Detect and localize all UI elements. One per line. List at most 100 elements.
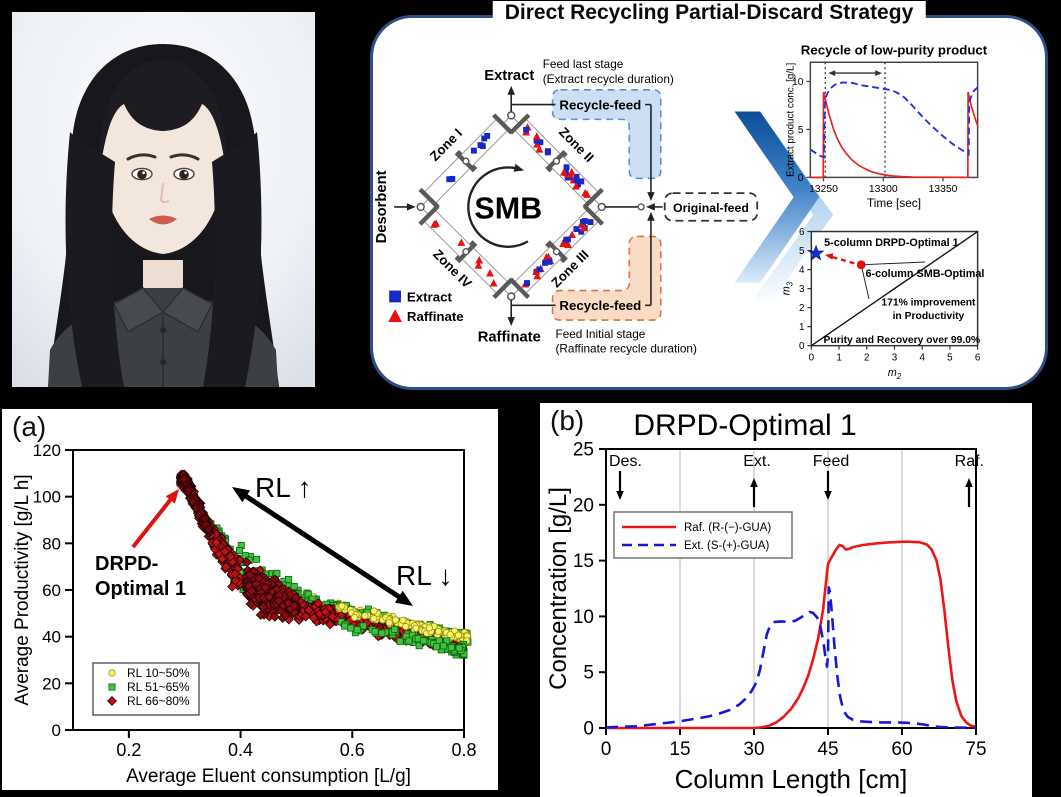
- svg-text:Original-feed: Original-feed: [673, 201, 749, 215]
- svg-text:45: 45: [817, 739, 838, 760]
- author-photo: [12, 12, 315, 387]
- svg-text:5: 5: [799, 246, 805, 257]
- svg-text:1: 1: [836, 352, 841, 363]
- svg-text:RL ↑: RL ↑: [255, 472, 312, 503]
- svg-text:0: 0: [583, 719, 594, 740]
- svg-text:Optimal 1: Optimal 1: [95, 578, 186, 600]
- svg-text:Average Productivity [g/L h]: Average Productivity [g/L h]: [12, 474, 33, 705]
- collar-left: [113, 287, 165, 334]
- hair-front-left: [65, 132, 124, 387]
- panel-a-label: (a): [12, 411, 47, 442]
- svg-text:Feed: Feed: [813, 453, 849, 470]
- svg-text:in Productivity: in Productivity: [893, 311, 965, 322]
- time-plot: Recycle of low-purity product 0 5 10 13250 13…: [786, 42, 988, 210]
- svg-text:0: 0: [798, 173, 804, 184]
- svg-text:Recycle-feed: Recycle-feed: [559, 298, 641, 313]
- svg-text:0: 0: [601, 739, 612, 760]
- button: [160, 359, 166, 365]
- svg-text:Recycle-feed: Recycle-feed: [559, 98, 641, 113]
- svg-text:DRPD-: DRPD-: [95, 553, 158, 575]
- svg-text:0: 0: [799, 341, 805, 352]
- svg-text:RL 66~80%: RL 66~80%: [127, 694, 190, 708]
- svg-text:4: 4: [799, 265, 805, 276]
- svg-text:Raffinate: Raffinate: [407, 309, 464, 324]
- svg-text:5-column DRPD-Optimal 1: 5-column DRPD-Optimal 1: [824, 237, 959, 249]
- svg-text:13350: 13350: [929, 184, 958, 195]
- bangs: [99, 60, 227, 172]
- svg-text:2: 2: [799, 303, 804, 314]
- svg-text:Purity and Recovery over 99.0%: Purity and Recovery over 99.0%: [824, 335, 981, 346]
- svg-text:RL 10~50%: RL 10~50%: [127, 666, 190, 680]
- svg-text:(Raffinate recycle duration): (Raffinate recycle duration): [555, 342, 696, 356]
- svg-text:13250: 13250: [809, 184, 838, 195]
- svg-text:15: 15: [669, 739, 690, 760]
- svg-text:Extract: Extract: [407, 289, 453, 304]
- eyebrow-right: [169, 153, 200, 161]
- panel-a: (a) 0 20 40 60 80 100 120 0.2 0.4 0.6 0.8 Average E…: [2, 409, 498, 790]
- svg-text:75: 75: [965, 739, 986, 760]
- svg-text:4: 4: [919, 352, 925, 363]
- svg-text:0.4: 0.4: [228, 740, 253, 760]
- svg-text:m2: m2: [888, 367, 902, 381]
- eyebrow-left: [126, 153, 157, 161]
- svg-text:Des.: Des.: [609, 453, 642, 470]
- panel-b: (b) DRPD-Optimal 1 0 5 10 15 20 25 0 15 30 45 60 75 C…: [540, 403, 1032, 797]
- svg-text:3: 3: [892, 352, 898, 363]
- svg-text:Ext. (S-(+)-GUA): Ext. (S-(+)-GUA): [684, 540, 769, 552]
- svg-text:Desorbent: Desorbent: [374, 170, 390, 243]
- svg-text:Raf. (R-(−)-GUA): Raf. (R-(−)-GUA): [684, 522, 771, 534]
- strategy-title: Direct Recycling Partial-Discard Strateg…: [492, 1, 926, 25]
- svg-text:120: 120: [33, 441, 61, 460]
- svg-text:60: 60: [891, 739, 912, 760]
- svg-text:100: 100: [33, 488, 61, 507]
- scatter-plot: 0 20 40 60 80 100 120 0.2 0.4 0.6 0.8 Average Eluen…: [12, 441, 477, 787]
- svg-text:30: 30: [743, 739, 764, 760]
- button: [160, 327, 166, 333]
- svg-text:Raffinate: Raffinate: [478, 330, 541, 346]
- collar-right: [161, 287, 213, 334]
- svg-text:SMB: SMB: [474, 192, 542, 226]
- svg-text:Extract: Extract: [484, 68, 534, 84]
- triangle-plot: 0 1 2 3 4 5 6 0 1 2 3 4 5 6 m2 m3 5-column DRPD-Optimal …: [781, 227, 985, 381]
- svg-text:171% improvement: 171% improvement: [881, 297, 976, 308]
- flow-arrow: [734, 111, 833, 299]
- face: [102, 82, 224, 254]
- svg-text:0: 0: [52, 721, 61, 740]
- column-profile-plot: DRPD-Optimal 1 0 5 10 15 20 25 0 15 30 45 60 75 Colum…: [545, 409, 987, 794]
- svg-text:0.8: 0.8: [451, 740, 476, 760]
- svg-text:6: 6: [975, 352, 981, 363]
- svg-text:15: 15: [573, 551, 594, 572]
- svg-text:60: 60: [42, 581, 61, 600]
- svg-text:6-column SMB-Optimal: 6-column SMB-Optimal: [865, 268, 984, 280]
- svg-text:Recycle of low-purity product: Recycle of low-purity product: [801, 42, 988, 57]
- hair-front-right: [203, 132, 262, 387]
- svg-text:m3: m3: [781, 281, 795, 295]
- svg-text:3: 3: [799, 284, 805, 295]
- panel-b-label: (b): [550, 405, 585, 436]
- svg-text:Feed last stage: Feed last stage: [543, 57, 624, 71]
- svg-text:10: 10: [573, 607, 594, 628]
- svg-text:80: 80: [42, 534, 61, 553]
- lips: [149, 215, 177, 225]
- svg-text:Ext.: Ext.: [743, 453, 771, 470]
- svg-text:20: 20: [573, 495, 594, 516]
- svg-text:Average Eluent consumption [L/: Average Eluent consumption [L/g]: [126, 766, 411, 787]
- svg-text:Feed Initial stage: Feed Initial stage: [555, 327, 645, 341]
- productivity-scatter-plot: 0 20 40 60 80 100 120 0.2 0.4 0.6 0.8 Average Eluen…: [12, 441, 477, 787]
- svg-text:1: 1: [799, 322, 804, 333]
- svg-text:Raf.: Raf.: [955, 453, 984, 470]
- svg-text:40: 40: [42, 628, 61, 647]
- svg-text:0.2: 0.2: [116, 740, 141, 760]
- svg-text:Concentration [g/L]: Concentration [g/L]: [545, 487, 572, 690]
- svg-text:5: 5: [947, 352, 953, 363]
- profile-plot: DRPD-Optimal 1 0 5 10 15 20 25 0 15 30 45 60 75 Colum…: [545, 409, 987, 794]
- svg-text:RL 51~65%: RL 51~65%: [127, 680, 190, 694]
- svg-text:(Extract recycle duration): (Extract recycle duration): [543, 72, 674, 86]
- svg-text:0.6: 0.6: [340, 740, 365, 760]
- portrait-illustration: [12, 12, 315, 387]
- nose: [159, 183, 169, 204]
- strategy-panel: Direct Recycling Partial-Discard Strateg…: [370, 1, 1048, 390]
